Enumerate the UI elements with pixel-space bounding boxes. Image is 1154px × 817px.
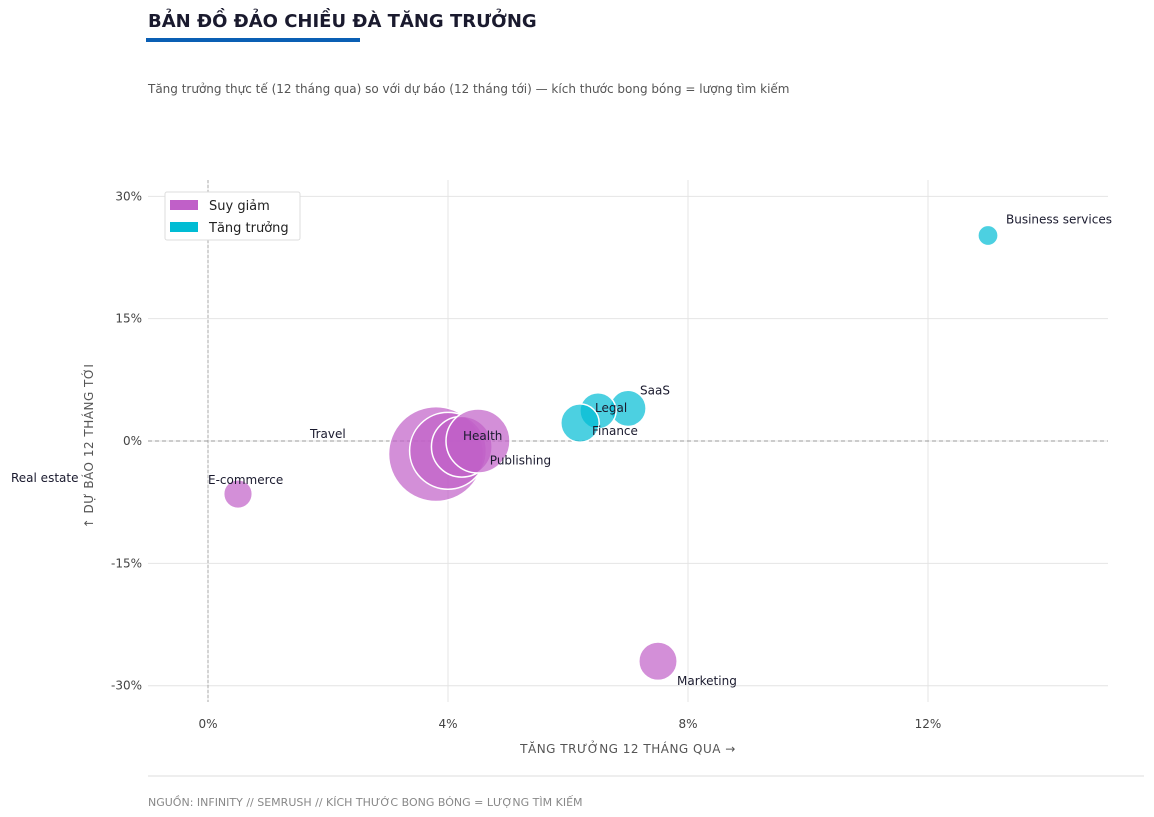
title-underline (146, 38, 360, 42)
bubble (560, 403, 600, 444)
y-axis-label: ↑ DỰ BÁO 12 THÁNG TỚI (81, 364, 96, 529)
x-tick-label: 12% (915, 717, 942, 731)
source: NGUỒN: INFINITY // SEMRUSH // KÍCH THƯỚC… (148, 795, 583, 809)
y-tick-label: 15% (115, 312, 142, 326)
point-label: SaaS (640, 383, 670, 397)
legend-swatch (170, 222, 198, 232)
bubble (638, 641, 678, 682)
legend-label: Tăng trưởng (208, 221, 289, 236)
point-label: Finance (592, 424, 638, 438)
y-tick-label: -30% (111, 679, 142, 693)
legend-box (164, 191, 301, 241)
point-label: Legal (595, 401, 627, 415)
y-tick-label: 30% (115, 189, 142, 203)
bubble (222, 478, 254, 510)
x-axis-label: TĂNG TRƯỞNG 12 THÁNG QUA → (519, 740, 736, 756)
y-tick-label: -15% (111, 556, 142, 570)
bubble (977, 224, 999, 247)
point-label: Travel (309, 427, 346, 441)
chart-title: BẢN ĐỒ ĐẢO CHIỀU ĐÀ TĂNG TRƯỞNG (148, 8, 537, 32)
point-label: Marketing (677, 674, 737, 688)
y-tick-label: 0% (123, 434, 142, 448)
bubble (445, 408, 511, 474)
x-tick-label: 0% (198, 717, 217, 731)
point-label: Business services (1006, 212, 1112, 226)
legend-label: Suy giảm (209, 199, 270, 214)
point-label: Health (463, 429, 502, 443)
point-label: Real estate (11, 471, 78, 485)
subtitle: Tăng trưởng thực tế (12 tháng qua) so vớ… (147, 82, 789, 96)
legend: Suy giảm Tăng trưởng (164, 191, 301, 241)
x-tick-label: 4% (438, 717, 457, 731)
legend-swatch (170, 200, 198, 210)
point-label: Publishing (490, 454, 551, 468)
x-tick-label: 8% (678, 717, 697, 731)
point-label: E-commerce (208, 473, 283, 487)
